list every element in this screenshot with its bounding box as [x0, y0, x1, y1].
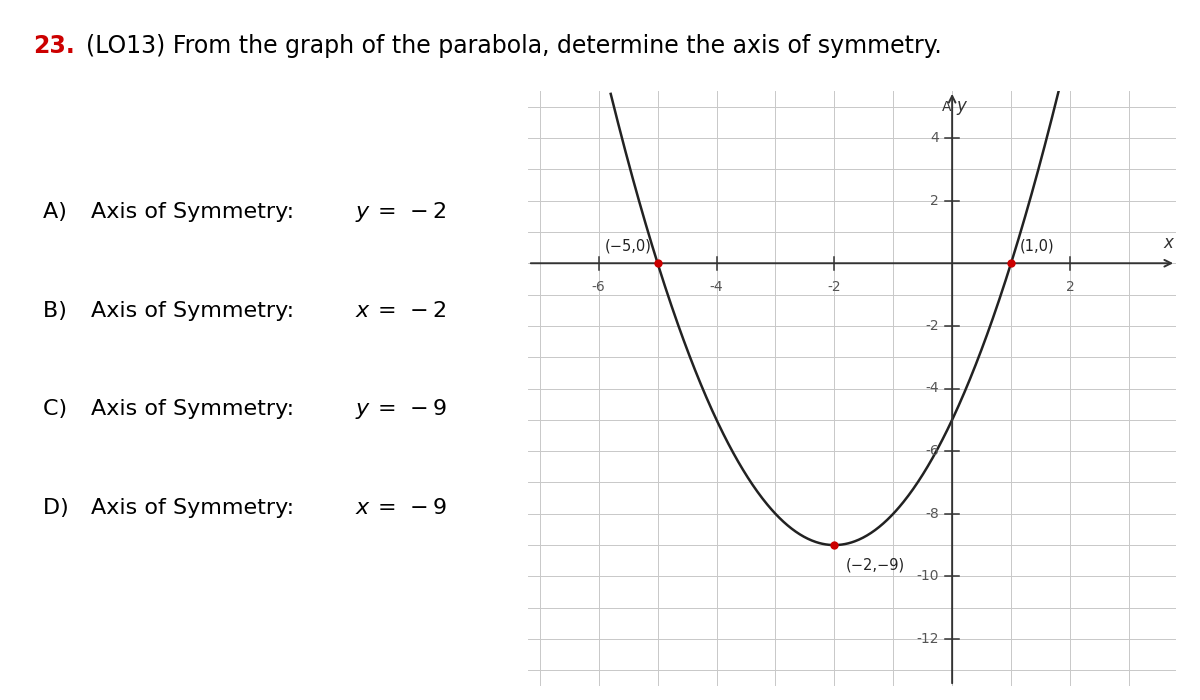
- Text: -6: -6: [592, 281, 606, 295]
- Text: C): C): [43, 400, 90, 419]
- Text: (−2,−9): (−2,−9): [846, 558, 905, 573]
- Text: y: y: [956, 97, 967, 116]
- Text: -2: -2: [925, 319, 940, 333]
- Text: -2: -2: [828, 281, 841, 295]
- Text: -6: -6: [925, 444, 940, 458]
- Text: -10: -10: [917, 569, 940, 583]
- Text: (LO13) From the graph of the parabola, determine the axis of symmetry.: (LO13) From the graph of the parabola, d…: [86, 34, 942, 58]
- Text: $x = −2$: $x = −2$: [355, 300, 446, 321]
- Text: Axis of Symmetry:: Axis of Symmetry:: [91, 400, 306, 419]
- Text: -4: -4: [925, 382, 940, 395]
- Text: 2: 2: [930, 194, 940, 208]
- Text: A: A: [942, 100, 952, 114]
- Text: D): D): [43, 498, 91, 518]
- Text: Axis of Symmetry:: Axis of Symmetry:: [91, 498, 306, 518]
- Text: B): B): [43, 300, 89, 321]
- Text: A): A): [43, 202, 89, 222]
- Text: $y = −9$: $y = −9$: [355, 398, 446, 421]
- Text: Axis of Symmetry:: Axis of Symmetry:: [91, 202, 306, 222]
- Text: 2: 2: [1066, 281, 1074, 295]
- Text: $y = −2$: $y = −2$: [355, 199, 446, 224]
- Text: (1,0): (1,0): [1020, 239, 1055, 254]
- Text: (−5,0): (−5,0): [605, 239, 652, 254]
- Text: x: x: [1163, 234, 1174, 252]
- Text: $x = −9$: $x = −9$: [355, 498, 446, 518]
- Text: -4: -4: [709, 281, 724, 295]
- Text: Axis of Symmetry:: Axis of Symmetry:: [91, 300, 306, 321]
- Text: -12: -12: [917, 632, 940, 646]
- Text: -8: -8: [925, 507, 940, 521]
- Text: 23.: 23.: [34, 34, 76, 58]
- Text: 4: 4: [930, 131, 940, 145]
